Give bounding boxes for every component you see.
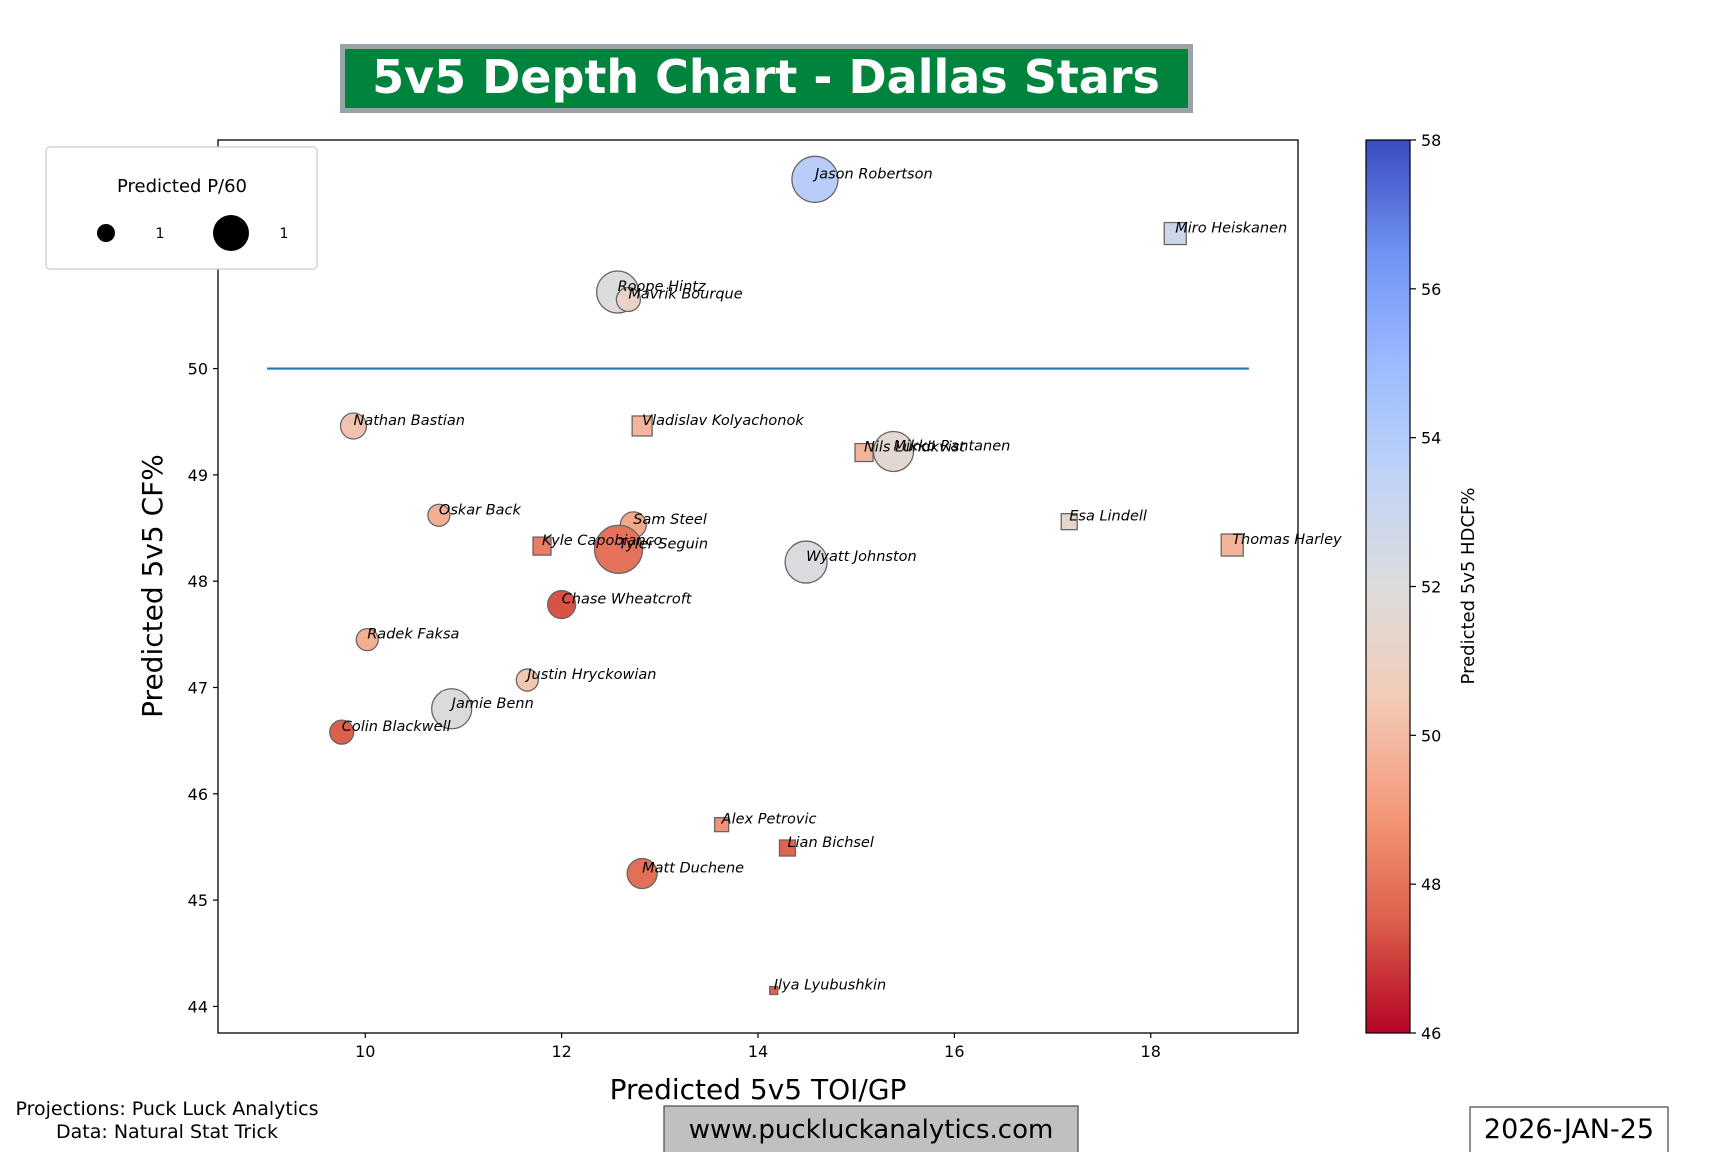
legend-label-small: 1 [156, 226, 165, 242]
point-label: Tyler Seguin [619, 536, 708, 552]
data-point-circle [784, 540, 828, 584]
point-label: Colin Blackwell [342, 719, 451, 735]
website-background [663, 1105, 1079, 1152]
data-point-square [778, 839, 797, 857]
x-tick-label: 12 [551, 1042, 571, 1061]
data-point-circle [791, 155, 839, 203]
x-tick-label: 10 [355, 1042, 375, 1061]
data-point-square [532, 536, 552, 556]
y-tick-label: 44 [188, 997, 208, 1016]
point-label: Chase Wheatcroft [562, 592, 693, 608]
data-point-square [1220, 533, 1244, 557]
data-point-square [1163, 221, 1187, 246]
point-label: Oskar Back [439, 502, 522, 518]
x-tick-label: 14 [748, 1042, 768, 1061]
data-point-square [1060, 513, 1078, 531]
colorbar-tick-label: 56 [1421, 280, 1441, 299]
date-box: 2026-JAN-25 [1469, 1106, 1669, 1152]
point-label: Lian Bichsel [787, 835, 873, 851]
y-axis-label: Predicted 5v5 CF% [136, 454, 169, 718]
point-label: Nils Lundkvist [864, 440, 966, 456]
legend-frame [45, 146, 318, 270]
data-point-circle [339, 412, 368, 440]
point-label: Jason Robertson [812, 166, 933, 182]
plot-area [217, 139, 1299, 1034]
point-label: Kyle Capobianco [542, 533, 663, 549]
point-label: Radek Faksa [367, 627, 459, 643]
point-label: Alex Petrovic [721, 812, 817, 828]
data-point-circle [427, 503, 451, 527]
y-tick-label: 46 [188, 785, 208, 804]
point-label: Justin Hryckowian [524, 667, 656, 683]
axis-ticks: 1012141618444546474849505152 [188, 147, 1161, 1061]
y-tick-label: 48 [188, 572, 208, 591]
data-point-circle [329, 719, 355, 745]
colorbar-tick-label: 52 [1421, 578, 1441, 597]
point-label: Nathan Bastian [353, 413, 464, 429]
point-label: Jamie Benn [449, 696, 534, 712]
chart-title: 5v5 Depth Chart - Dallas Stars [372, 50, 1160, 104]
y-tick-label: 47 [188, 678, 208, 697]
point-label: Mikko Rantanen [893, 438, 1010, 454]
chart-title-box: 5v5 Depth Chart - Dallas Stars [340, 44, 1193, 113]
data-points [329, 155, 1244, 996]
legend-marker-large [213, 215, 249, 251]
point-label: Vladislav Kolyachonok [642, 413, 804, 429]
data-point-circle [615, 286, 642, 313]
website-box[interactable]: www.puckluckanalytics.com [663, 1105, 1079, 1152]
x-tick-label: 18 [1141, 1042, 1161, 1061]
data-point-circle [626, 857, 658, 890]
y-tick-label: 50 [188, 360, 208, 379]
data-point-circle [355, 628, 379, 652]
data-point-square [631, 415, 653, 437]
colorbar-label: Predicted 5v5 HDCF% [1458, 488, 1479, 685]
point-label: Roope Hintz [618, 279, 706, 295]
colorbar-tick-label: 54 [1421, 429, 1441, 448]
point-labels: Jason Robertson Miro Heiskanen Roope Hintz… [342, 166, 1342, 993]
point-label: Esa Lindell [1069, 509, 1147, 525]
point-label: Ilya Lyubushkin [774, 977, 886, 993]
point-label: Thomas Harley [1232, 532, 1342, 548]
data-point-square [769, 985, 779, 996]
point-label: Miro Heiskanen [1175, 221, 1287, 237]
colorbar-gradient [1365, 139, 1411, 1034]
colorbar-tick-label: 58 [1421, 131, 1441, 150]
point-label: Wyatt Johnston [806, 549, 917, 565]
title-background [345, 49, 1188, 108]
colorbar-tick-label: 48 [1421, 875, 1441, 894]
data-point-circle [546, 589, 577, 620]
point-label: Mavrik Bourque [628, 286, 742, 302]
data-point-square [714, 816, 730, 833]
data-point-circle [515, 668, 539, 692]
credits-data: Data: Natural Stat Trick [56, 1121, 278, 1143]
credits-projections: Projections: Puck Luck Analytics [15, 1098, 318, 1120]
legend-title: Predicted P/60 [117, 176, 247, 197]
legend-label-large: 1 [280, 226, 289, 242]
data-point-circle [593, 524, 644, 574]
date-frame [1469, 1106, 1669, 1152]
y-tick-label: 49 [188, 466, 208, 485]
data-point-circle [431, 688, 473, 730]
x-tick-label: 16 [944, 1042, 964, 1061]
colorbar-tick-label: 50 [1421, 726, 1441, 745]
legend-marker-small [97, 224, 115, 242]
colorbar-tick-label: 46 [1421, 1024, 1441, 1043]
data-point-circle [872, 430, 915, 473]
x-axis-label: Predicted 5v5 TOI/GP [610, 1073, 907, 1106]
colorbar: 46 48 50 52 54 56 58 Predicted 5v5 HDCF% [1365, 131, 1479, 1043]
point-label: Sam Steel [633, 512, 707, 528]
size-legend: Predicted P/60 1 1 [45, 146, 318, 270]
y-tick-label: 45 [188, 891, 208, 910]
colorbar-ticks: 46 48 50 52 54 56 58 [1410, 131, 1441, 1043]
website-link[interactable]: www.puckluckanalytics.com [689, 1115, 1054, 1145]
point-label: Matt Duchene [642, 861, 744, 877]
date-stamp: 2026-JAN-25 [1484, 1114, 1654, 1145]
